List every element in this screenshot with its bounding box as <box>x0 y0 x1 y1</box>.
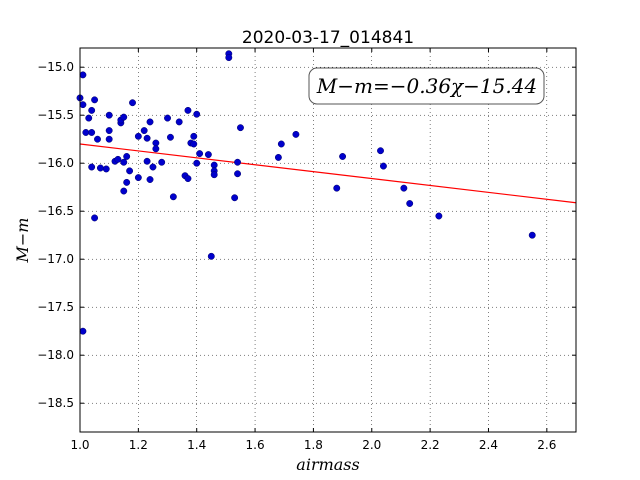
data-point <box>274 153 282 161</box>
data-point <box>129 99 136 107</box>
ticks: 1.0 1.2 1.4 1.6 1.8 2.0 2.2 2.4 2.6 −15.0 −15.5 −16… <box>37 48 576 452</box>
y-axis-label: M−m <box>13 218 32 264</box>
x-tick-label: 2.2 <box>421 438 440 452</box>
data-point <box>96 164 104 172</box>
data-point <box>379 162 387 170</box>
fit-line <box>79 143 577 204</box>
x-tick-label: 2.6 <box>537 438 556 452</box>
chart-title: 2020-03-17_014841 <box>242 28 414 48</box>
data-point <box>88 163 96 171</box>
data-point <box>184 175 192 183</box>
data-point <box>143 134 151 142</box>
data-point <box>114 155 122 163</box>
data-point <box>85 114 93 122</box>
data-point <box>277 140 285 148</box>
data-point <box>333 184 341 192</box>
data-point <box>120 158 128 166</box>
fit-equation-annotation: M−m=−0.36χ−15.44 <box>308 67 545 105</box>
data-point <box>234 158 242 166</box>
data-point <box>196 150 204 158</box>
data-point <box>146 176 154 183</box>
data-point <box>149 163 157 171</box>
fit-line-layer <box>79 143 577 204</box>
data-point <box>400 184 408 192</box>
y-tick-label: −18.0 <box>37 348 74 362</box>
y-tick-label: −15.0 <box>37 60 74 74</box>
data-point <box>528 231 536 239</box>
data-point <box>190 140 198 148</box>
data-point <box>225 54 233 62</box>
y-tick-label: −18.5 <box>37 396 74 410</box>
data-points <box>76 50 536 335</box>
data-point <box>105 127 113 135</box>
data-point <box>406 200 414 207</box>
data-point <box>146 118 154 126</box>
data-point <box>190 132 198 140</box>
data-point <box>339 153 347 160</box>
data-point <box>292 130 300 138</box>
data-point <box>82 129 90 136</box>
data-point <box>164 114 171 122</box>
y-tick-label: −16.5 <box>37 204 74 218</box>
data-point <box>237 124 244 132</box>
plot-area: 1.0 1.2 1.4 1.6 1.8 2.0 2.2 2.4 2.6 −15.0 −15.5 −16… <box>37 47 577 452</box>
data-point <box>169 193 177 201</box>
x-tick-label: 1.6 <box>246 438 265 452</box>
y-tick-label: −17.0 <box>37 252 74 266</box>
data-point <box>94 135 101 143</box>
y-tick-label: −17.5 <box>37 300 74 314</box>
data-point <box>234 170 242 178</box>
data-point <box>134 132 142 140</box>
data-point <box>210 161 218 169</box>
data-point <box>143 157 151 165</box>
data-point <box>231 194 239 202</box>
data-point <box>79 71 87 79</box>
x-tick-label: 1.8 <box>304 438 323 452</box>
data-point <box>152 139 160 147</box>
data-point <box>105 135 113 143</box>
data-point <box>210 171 218 179</box>
data-point <box>175 118 183 126</box>
data-point <box>105 111 113 119</box>
data-point <box>377 147 384 155</box>
plot-frame <box>79 47 577 433</box>
x-tick-label: 1.2 <box>129 438 148 452</box>
data-point <box>158 158 166 166</box>
data-point <box>123 178 131 186</box>
data-point <box>88 106 96 114</box>
data-point <box>166 133 174 141</box>
y-tick-label: −15.5 <box>37 108 74 122</box>
data-point <box>126 167 134 175</box>
data-point <box>204 151 212 159</box>
x-tick-label: 2.4 <box>479 438 498 452</box>
annotation-box <box>308 67 545 105</box>
x-tick-label: 1.0 <box>70 438 89 452</box>
data-point <box>91 214 99 222</box>
data-point <box>435 212 443 220</box>
data-point <box>88 129 96 136</box>
data-point <box>134 174 142 182</box>
plot-background <box>80 48 576 432</box>
data-point <box>184 106 192 114</box>
data-point <box>140 127 148 135</box>
data-point <box>193 110 201 118</box>
data-point <box>152 145 160 153</box>
data-point <box>79 327 87 335</box>
data-point <box>91 96 99 104</box>
annotation-text: M−m=−0.36χ−15.44 <box>316 74 537 98</box>
data-point <box>123 153 131 160</box>
data-point <box>207 252 215 260</box>
data-point <box>79 101 87 109</box>
x-axis-label: airmass <box>296 455 359 474</box>
data-point <box>193 159 201 167</box>
data-point <box>102 165 110 173</box>
data-point <box>120 187 128 195</box>
y-tick-label: −16.0 <box>37 156 74 170</box>
data-point <box>120 113 128 121</box>
x-tick-label: 1.4 <box>187 438 206 452</box>
x-tick-label: 2.0 <box>362 438 381 452</box>
